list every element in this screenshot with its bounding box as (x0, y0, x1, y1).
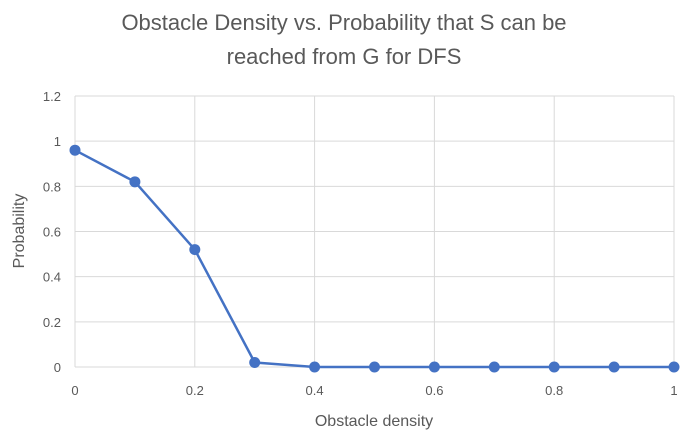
data-point (548, 361, 560, 373)
data-point (309, 361, 321, 373)
data-point (608, 361, 620, 373)
data-point (129, 176, 141, 188)
x-tick-label: 0.4 (306, 383, 324, 398)
y-tick-label: 0.2 (43, 315, 61, 330)
y-tick-label: 0.6 (43, 225, 61, 240)
x-axis-title: Obstacle density (315, 413, 433, 430)
chart-title: Obstacle Density vs. Probability that S … (121, 10, 566, 69)
series-layer (69, 144, 680, 373)
chart-title-line-1: Obstacle Density vs. Probability that S … (121, 10, 566, 35)
data-point (249, 356, 261, 368)
data-point (428, 361, 440, 373)
x-tick-label: 0.2 (186, 383, 204, 398)
x-tick-label: 0.6 (425, 383, 443, 398)
data-point (69, 144, 81, 156)
y-tick-label: 0.8 (43, 179, 61, 194)
y-tick-label: 1.2 (43, 89, 61, 104)
data-point (668, 361, 680, 373)
x-tick-label: 1 (670, 383, 677, 398)
y-tick-label: 1 (54, 134, 61, 149)
x-tick-label: 0.8 (545, 383, 563, 398)
data-point (369, 361, 380, 373)
y-axis-title: Probability (11, 194, 28, 269)
x-tick-label: 0 (71, 383, 78, 398)
tick-labels: 0 0.2 0.4 0.6 0.8 1 1.2 0 0.2 0.4 0.6 0.8 1 (43, 89, 678, 398)
y-tick-label: 0.4 (43, 270, 61, 285)
gridlines (74, 95, 675, 368)
data-point (189, 244, 201, 256)
y-tick-label: 0 (54, 360, 61, 375)
series-line (73, 148, 676, 369)
chart-title-line-2: reached from G for DFS (227, 44, 462, 69)
data-point (488, 361, 500, 373)
